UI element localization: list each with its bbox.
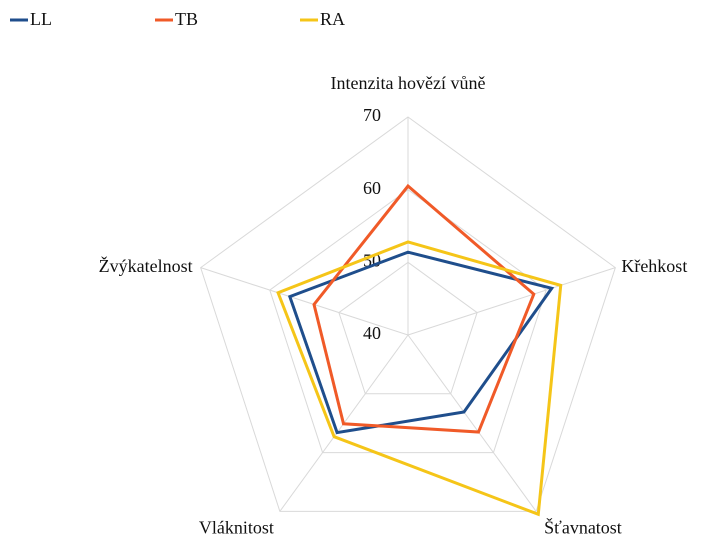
series-line	[276, 240, 563, 517]
axis-label: Žvýkatelnost	[99, 255, 193, 276]
spoke	[407, 267, 616, 336]
y-tick-label: 70	[363, 105, 381, 125]
legend-label: LL	[30, 9, 52, 29]
grid-ring	[200, 116, 616, 512]
axis-label: Vláknitost	[199, 517, 274, 537]
legend-label: RA	[320, 9, 345, 29]
spoke	[407, 334, 537, 512]
y-tick-label: 60	[363, 178, 381, 198]
spoke	[200, 267, 409, 336]
grid-ring	[338, 261, 478, 395]
axis-label: Intenzita hovězí vůně	[331, 73, 486, 93]
axis-label: Šťavnatost	[544, 516, 622, 537]
legend-label: TB	[175, 9, 198, 29]
y-tick-label: 40	[363, 323, 381, 343]
series-line	[312, 183, 536, 434]
axis-label: Křehkost	[621, 256, 687, 276]
series-line	[287, 250, 555, 435]
